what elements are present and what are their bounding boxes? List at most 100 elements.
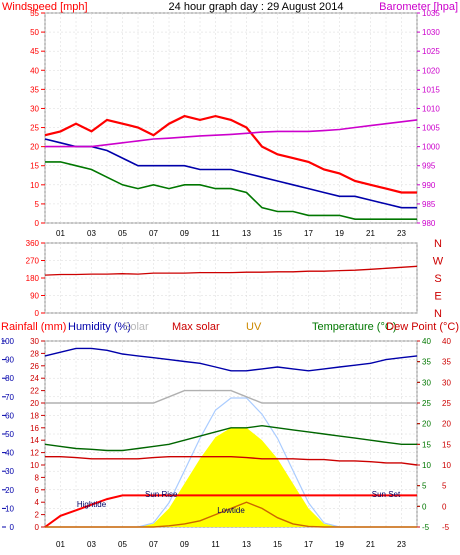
- rain-y-tick-label: 50: [5, 430, 14, 439]
- x-tick-label: 01: [56, 229, 65, 238]
- temp-y-tick-label: 5: [422, 482, 427, 491]
- dew-y-tick-label: -5: [442, 523, 450, 532]
- dew-y-tick-label: 40: [442, 337, 451, 346]
- humidity-y-tick-label: 16: [30, 424, 39, 433]
- rain-y-tick-label: 10: [5, 504, 14, 513]
- dew-y-tick-label: 30: [442, 378, 451, 387]
- graph-title: 24 hour graph day : 29 August 2014: [169, 1, 344, 13]
- x-tick-label: 01: [56, 540, 65, 549]
- solar-line: [45, 389, 417, 404]
- windspeed-axis-label: Windspeed [mph]: [2, 1, 88, 13]
- wind-speed-line: [45, 161, 417, 220]
- baro-y-tick-label: 1015: [422, 85, 440, 94]
- x-tick-label: 17: [304, 540, 313, 549]
- temperature-line: [44, 424, 417, 452]
- legend-max-solar: Max solar: [172, 321, 220, 333]
- legend-temperature: Temperature (°C): [312, 321, 396, 333]
- uv-line: [45, 501, 417, 528]
- wind-y-tick-label: 15: [30, 162, 39, 171]
- compass-label: S: [434, 273, 441, 285]
- x-tick-label: 05: [118, 540, 127, 549]
- baro-y-tick-label: 1005: [422, 124, 440, 133]
- baro-y-tick-label: 985: [422, 200, 436, 209]
- temp-y-tick-label: 0: [422, 502, 427, 511]
- baro-y-tick-label: 1010: [422, 104, 440, 113]
- rain-y-tick-label: 90: [5, 356, 14, 365]
- dew-point-line: [45, 456, 418, 466]
- wind-y-tick-label: 55: [30, 9, 39, 18]
- x-tick-label: 07: [149, 540, 158, 549]
- dir-y-tick-label: 90: [30, 292, 39, 301]
- baro-y-tick-label: 1020: [422, 66, 440, 75]
- legend-dew-point: Dew Point (°C): [386, 321, 459, 333]
- baro-y-tick-label: 995: [422, 162, 436, 171]
- dir-y-tick-label: 360: [26, 239, 40, 248]
- x-tick-label: 19: [335, 540, 344, 549]
- rain-y-tick-label: 40: [5, 449, 14, 458]
- dew-y-tick-label: 15: [442, 440, 451, 449]
- barometer-line: [45, 119, 418, 148]
- x-tick-label: 09: [180, 540, 189, 549]
- x-tick-label: 03: [87, 540, 96, 549]
- x-tick-label: 17: [304, 229, 313, 238]
- rain-y-tick-label: 60: [5, 411, 14, 420]
- temp-y-tick-label: 15: [422, 440, 431, 449]
- humidity-y-tick-label: 28: [30, 349, 39, 358]
- compass-label: N: [434, 308, 442, 320]
- rain-y-tick-label: 80: [5, 374, 14, 383]
- humidity-y-tick-label: 12: [30, 449, 39, 458]
- dew-y-tick-label: 5: [442, 482, 447, 491]
- x-tick-label: 21: [366, 540, 375, 549]
- humidity-line: [44, 347, 418, 372]
- humidity-y-tick-label: 24: [30, 374, 39, 383]
- temp-y-tick-label: 10: [422, 461, 431, 470]
- x-tick-label: 15: [273, 540, 282, 549]
- x-tick-label: 07: [149, 229, 158, 238]
- x-tick-label: 11: [211, 540, 220, 549]
- rain-y-tick-label: 30: [5, 467, 14, 476]
- x-tick-label: 03: [87, 229, 96, 238]
- baro-y-tick-label: 1000: [422, 143, 440, 152]
- legend-rainfall: Rainfall (mm): [1, 321, 66, 333]
- dew-y-tick-label: 35: [442, 358, 451, 367]
- temp-y-tick-label: 25: [422, 399, 431, 408]
- legend-row: Rainfall (mm) Humidity (%) Solar Max sol…: [1, 321, 459, 333]
- graph-annotation: Lowtide: [217, 506, 245, 515]
- x-tick-label: 23: [397, 540, 406, 549]
- legend-uv: UV: [246, 321, 262, 333]
- baro-y-tick-label: 1025: [422, 47, 440, 56]
- dew-y-tick-label: 25: [442, 399, 451, 408]
- graph-annotation: Sun Set: [372, 490, 401, 499]
- compass-label: W: [433, 256, 444, 268]
- x-tick-label: 13: [242, 229, 251, 238]
- dir-y-tick-label: 180: [26, 274, 40, 283]
- x-tick-label: 15: [273, 229, 282, 238]
- wind-y-tick-label: 25: [30, 124, 39, 133]
- temp-y-tick-label: -5: [422, 523, 430, 532]
- humidity-y-tick-label: 26: [30, 362, 39, 371]
- rain-y-tick-label: 100: [1, 337, 15, 346]
- rain-y-tick-label: 20: [5, 486, 14, 495]
- compass-label: E: [434, 291, 441, 303]
- rainfall-line: [44, 494, 417, 528]
- humidity-y-tick-label: 2: [35, 511, 40, 520]
- humidity-y-tick-label: 22: [30, 387, 39, 396]
- wind-y-tick-label: 35: [30, 85, 39, 94]
- barometer-axis-label: Barometer [hpa]: [379, 1, 458, 13]
- wind-y-tick-label: 50: [30, 28, 39, 37]
- legend-humidity: Humidity (%): [68, 321, 131, 333]
- rain-y-tick-label: 70: [5, 393, 14, 402]
- wind-gust-line: [44, 114, 417, 194]
- baro-y-tick-label: 990: [422, 181, 436, 190]
- x-tick-label: 09: [180, 229, 189, 238]
- avg-wind-line: [44, 138, 417, 209]
- x-tick-label: 21: [366, 229, 375, 238]
- temp-y-tick-label: 30: [422, 378, 431, 387]
- temp-y-tick-label: 35: [422, 358, 431, 367]
- compass-label: N: [434, 238, 442, 250]
- wind-y-tick-label: 5: [35, 200, 40, 209]
- graph-annotation: Sun Rise: [145, 490, 178, 499]
- dew-y-tick-label: 10: [442, 461, 451, 470]
